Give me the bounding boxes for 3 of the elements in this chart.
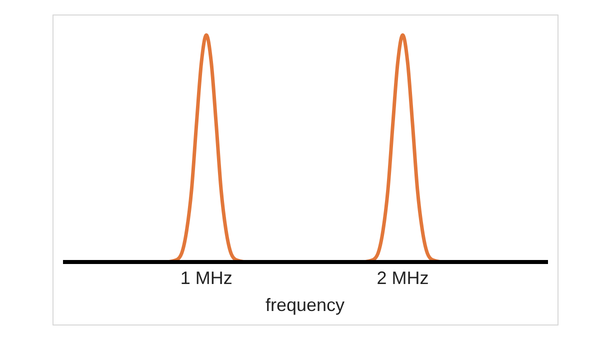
- x-tick-label: 1 MHz: [180, 268, 232, 288]
- x-tick-label: 2 MHz: [376, 268, 429, 288]
- x-axis-title: frequency: [265, 295, 345, 315]
